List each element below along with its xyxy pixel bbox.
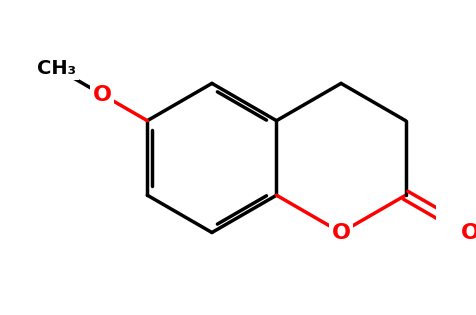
Text: O: O: [93, 84, 112, 105]
Text: O: O: [332, 222, 350, 243]
Text: O: O: [461, 222, 476, 243]
Text: CH₃: CH₃: [38, 59, 77, 78]
